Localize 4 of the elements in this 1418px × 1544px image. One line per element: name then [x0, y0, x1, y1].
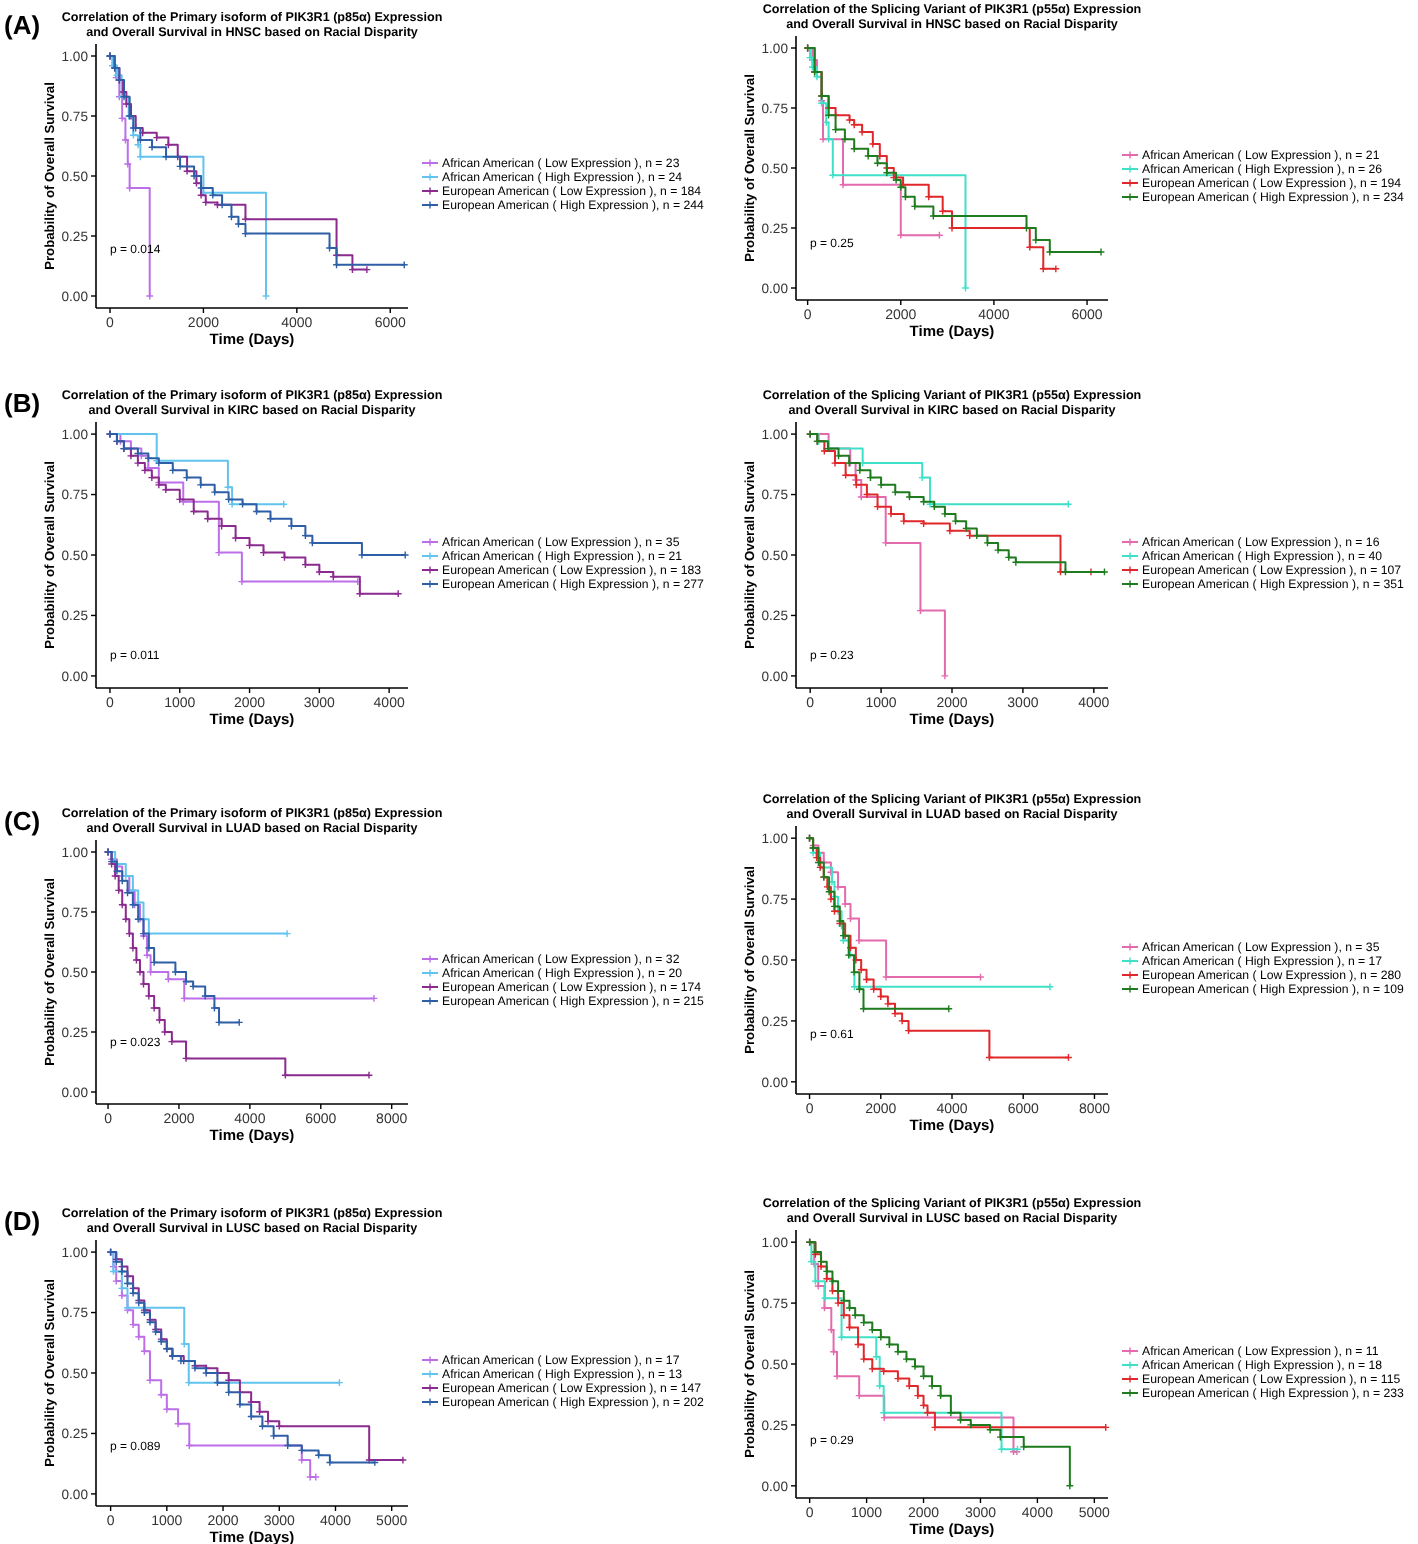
text: (B) [4, 388, 41, 418]
text: (C) [4, 806, 41, 836]
text: (A) [4, 10, 41, 40]
text: (D) [4, 1206, 41, 1236]
